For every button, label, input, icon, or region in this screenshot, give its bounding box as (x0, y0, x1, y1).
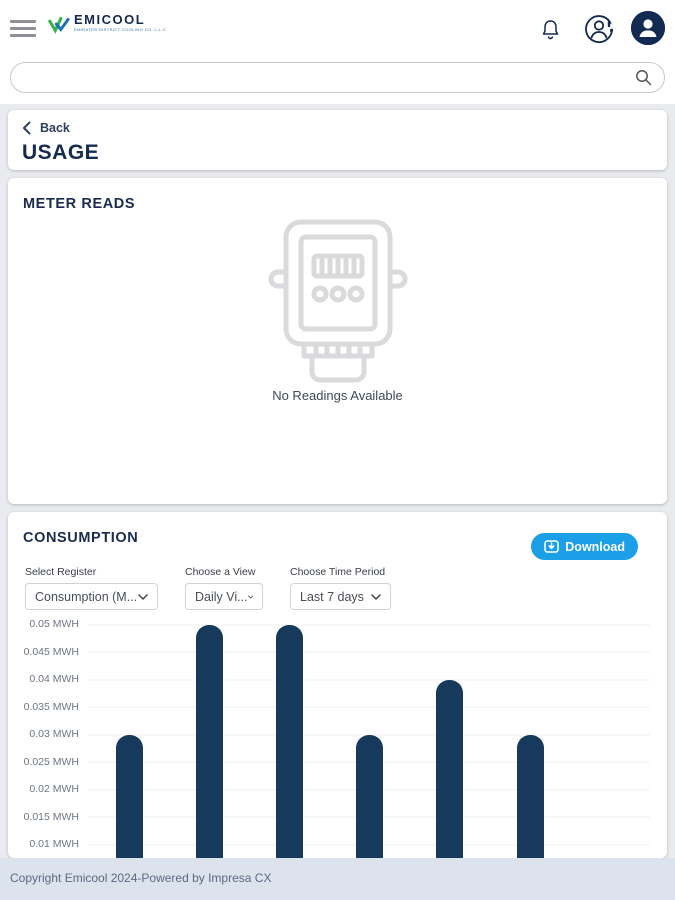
chevron-down-icon (371, 593, 381, 600)
consumption-title: CONSUMPTION (23, 530, 139, 546)
time-period-select[interactable]: Last 7 days (290, 583, 391, 610)
download-icon (544, 540, 560, 553)
logo-tagline: EMIRATES DISTRICT COOLING CO. L.L.C (74, 27, 167, 32)
back-label: Back (40, 121, 70, 135)
consumption-bar[interactable] (436, 680, 464, 858)
emicool-logo[interactable]: EMICOOL EMIRATES DISTRICT COOLING CO. L.… (48, 13, 166, 35)
consumption-bar[interactable] (356, 735, 384, 858)
register-select[interactable]: Consumption (M... (25, 583, 158, 610)
filter-label: Choose Time Period (290, 566, 386, 578)
search-icon[interactable] (635, 69, 652, 86)
consumption-chart: 0.05 MWH 0.045 MWH 0.04 MWH 0.035 MWH 0.03 M… (8, 618, 667, 858)
support-agent-icon[interactable] (582, 12, 616, 46)
footer: Copyright Emicool 2024-Powered by Impres… (0, 858, 675, 900)
view-select[interactable]: Daily Vi... (185, 583, 263, 610)
consumption-bar[interactable] (115, 735, 143, 858)
search-section (0, 56, 675, 104)
top-bar: EMICOOL EMIRATES DISTRICT COOLING CO. L.… (0, 0, 675, 56)
electric-meter-icon (268, 219, 407, 383)
download-label: Download (565, 539, 625, 554)
search-box[interactable] (10, 62, 665, 93)
y-axis-tick-label: 0.05 MWH (29, 618, 79, 630)
logo-swoosh-icon (48, 13, 70, 35)
back-chevron-icon (23, 121, 31, 135)
chart-filters: Select Register Consumption (M... Choose… (25, 566, 391, 610)
y-axis-tick-label: 0.025 MWH (23, 755, 79, 768)
consumption-bar[interactable] (516, 735, 544, 858)
filter-choose-view: Choose a View Daily Vi... (185, 566, 263, 610)
filter-label: Select Register (25, 566, 97, 578)
y-axis-tick-label: 0.03 MWH (29, 728, 79, 740)
meter-illustration (8, 216, 667, 384)
filter-select-register: Select Register Consumption (M... (25, 566, 158, 610)
logo-name: EMICOOL (74, 12, 146, 27)
chevron-down-icon (138, 593, 148, 600)
page-header-card: Back USAGE (8, 110, 667, 170)
profile-avatar[interactable] (631, 11, 665, 45)
y-axis-tick-label: 0.035 MWH (23, 700, 79, 713)
meter-reads-card: METER READS (8, 178, 667, 504)
y-axis-tick-label: 0.015 MWH (23, 810, 79, 823)
meter-reads-title: METER READS (23, 196, 136, 212)
filter-label: Choose a View (185, 566, 256, 578)
notification-bell-icon[interactable] (541, 19, 560, 40)
consumption-bar[interactable] (275, 625, 303, 858)
y-axis-tick-label: 0.045 MWH (23, 645, 79, 658)
menu-icon[interactable] (10, 20, 36, 37)
y-axis-tick-label: 0.02 MWH (29, 783, 79, 795)
chevron-down-icon (247, 595, 253, 598)
page-title: USAGE (22, 141, 100, 164)
back-button[interactable]: Back (22, 121, 70, 135)
consumption-card: CONSUMPTION Download Select Register Con… (8, 512, 667, 858)
footer-copyright: Copyright Emicool 2024-Powered by Impres… (10, 871, 272, 885)
consumption-bar[interactable] (195, 625, 223, 858)
y-axis-tick-label: 0.01 MWH (29, 838, 79, 850)
y-axis-tick-label: 0.04 MWH (29, 673, 79, 685)
filter-time-period: Choose Time Period Last 7 days (290, 566, 391, 610)
download-button[interactable]: Download (531, 533, 638, 560)
search-input[interactable] (11, 70, 635, 85)
no-readings-text: No Readings Available (272, 388, 403, 403)
